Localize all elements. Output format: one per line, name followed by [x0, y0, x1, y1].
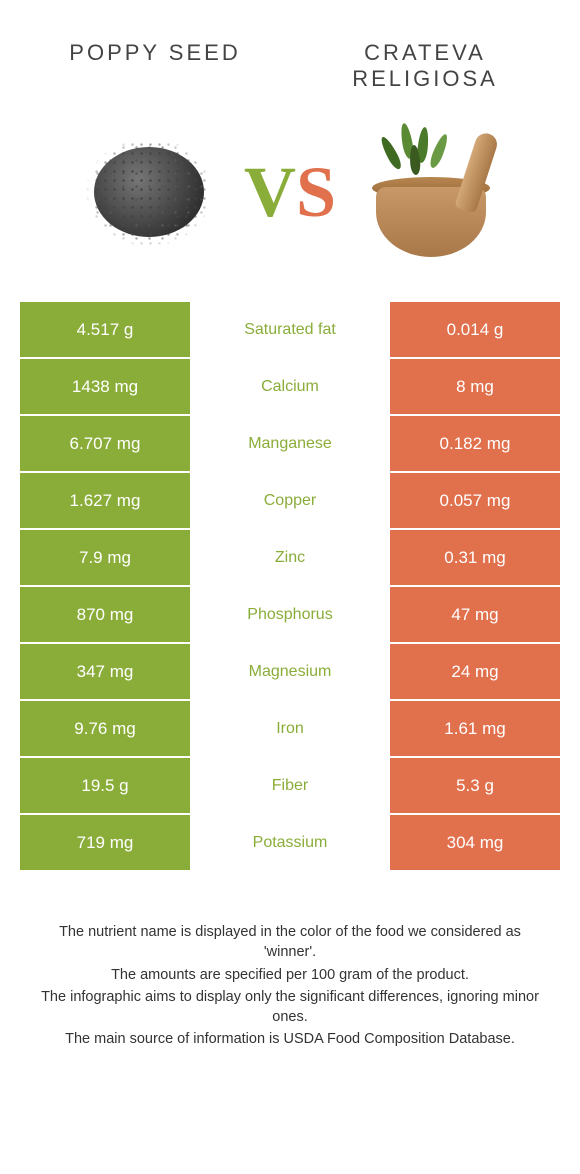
vs-s-letter: S — [296, 152, 336, 232]
vs-v-letter: V — [244, 152, 296, 232]
nutrient-label-cell: Copper — [190, 473, 390, 528]
nutrient-label-cell: Zinc — [190, 530, 390, 585]
poppy-seed-icon — [74, 122, 224, 262]
mortar-herb-icon — [356, 117, 506, 267]
table-row: 7.9 mgZinc0.31 mg — [20, 530, 560, 585]
table-row: 4.517 gSaturated fat0.014 g — [20, 302, 560, 357]
table-row: 347 mgMagnesium24 mg — [20, 644, 560, 699]
nutrient-label-cell: Fiber — [190, 758, 390, 813]
right-value-cell: 24 mg — [390, 644, 560, 699]
right-value-cell: 5.3 g — [390, 758, 560, 813]
left-title-col: POPPY SEED — [20, 40, 290, 66]
table-row: 9.76 mgIron1.61 mg — [20, 701, 560, 756]
footnote-2: The amounts are specified per 100 gram o… — [40, 965, 540, 985]
right-value-cell: 8 mg — [390, 359, 560, 414]
right-value-cell: 0.31 mg — [390, 530, 560, 585]
footnotes: The nutrient name is displayed in the co… — [0, 872, 580, 1072]
nutrient-label-cell: Magnesium — [190, 644, 390, 699]
right-value-cell: 304 mg — [390, 815, 560, 870]
right-food-title: CRATEVA RELIGIOSA — [290, 40, 560, 92]
left-value-cell: 6.707 mg — [20, 416, 190, 471]
footnote-1: The nutrient name is displayed in the co… — [40, 922, 540, 963]
nutrient-label-cell: Iron — [190, 701, 390, 756]
right-value-cell: 0.057 mg — [390, 473, 560, 528]
table-row: 1438 mgCalcium8 mg — [20, 359, 560, 414]
left-value-cell: 1438 mg — [20, 359, 190, 414]
footnote-3: The infographic aims to display only the… — [40, 987, 540, 1028]
vs-label: VS — [244, 156, 336, 228]
table-row: 870 mgPhosphorus47 mg — [20, 587, 560, 642]
left-value-cell: 19.5 g — [20, 758, 190, 813]
right-value-cell: 0.014 g — [390, 302, 560, 357]
header-titles: POPPY SEED CRATEVA RELIGIOSA — [0, 0, 580, 102]
table-row: 719 mgPotassium304 mg — [20, 815, 560, 870]
right-value-cell: 0.182 mg — [390, 416, 560, 471]
left-value-cell: 347 mg — [20, 644, 190, 699]
right-title-col: CRATEVA RELIGIOSA — [290, 40, 560, 92]
nutrient-label-cell: Phosphorus — [190, 587, 390, 642]
left-food-title: POPPY SEED — [20, 40, 290, 66]
left-value-cell: 719 mg — [20, 815, 190, 870]
comparison-table: 4.517 gSaturated fat0.014 g1438 mgCalciu… — [20, 302, 560, 870]
table-row: 6.707 mgManganese0.182 mg — [20, 416, 560, 471]
nutrient-label-cell: Manganese — [190, 416, 390, 471]
right-value-cell: 47 mg — [390, 587, 560, 642]
left-value-cell: 1.627 mg — [20, 473, 190, 528]
right-value-cell: 1.61 mg — [390, 701, 560, 756]
nutrient-label-cell: Calcium — [190, 359, 390, 414]
nutrient-label-cell: Potassium — [190, 815, 390, 870]
left-value-cell: 4.517 g — [20, 302, 190, 357]
table-row: 1.627 mgCopper0.057 mg — [20, 473, 560, 528]
left-value-cell: 9.76 mg — [20, 701, 190, 756]
nutrient-label-cell: Saturated fat — [190, 302, 390, 357]
left-value-cell: 870 mg — [20, 587, 190, 642]
table-row: 19.5 gFiber5.3 g — [20, 758, 560, 813]
left-value-cell: 7.9 mg — [20, 530, 190, 585]
right-food-image — [346, 112, 516, 272]
images-row: VS — [0, 102, 580, 302]
footnote-4: The main source of information is USDA F… — [40, 1029, 540, 1049]
left-food-image — [64, 112, 234, 272]
